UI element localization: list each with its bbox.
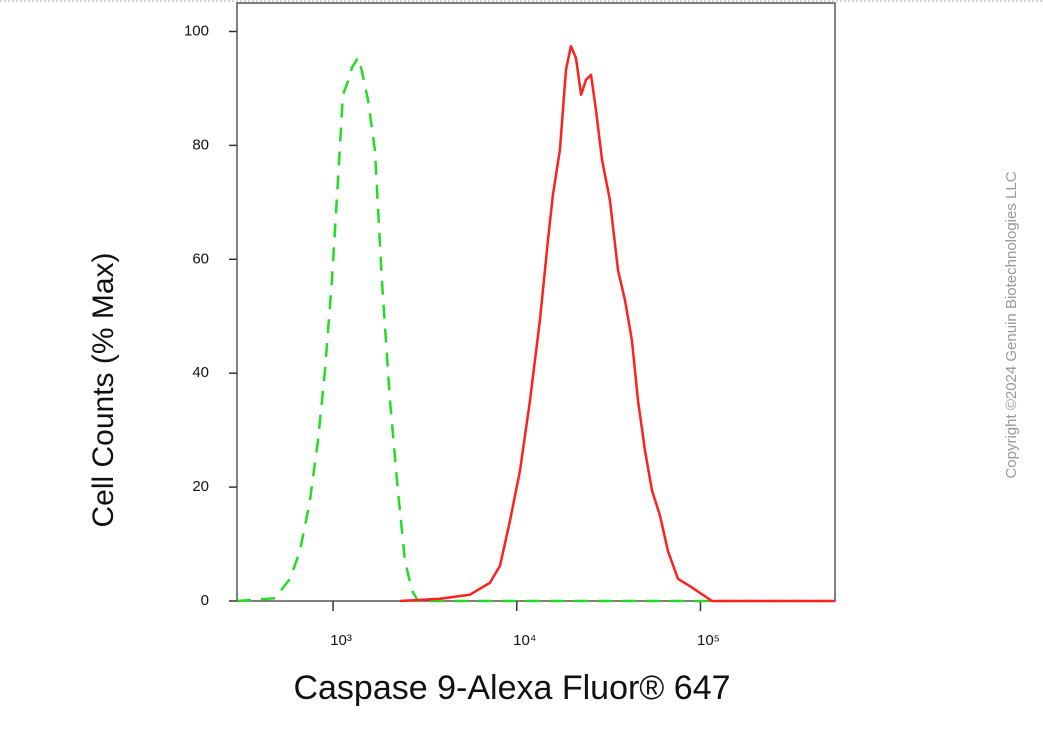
y-tick-label: 100	[184, 22, 209, 39]
y-tick-label: 60	[192, 250, 209, 267]
series-line	[399, 45, 835, 603]
x-tick-label: 10³	[330, 632, 352, 649]
plot-frame	[236, 2, 836, 602]
x-tick-label: 10⁴	[513, 632, 536, 649]
y-tick-label: 40	[192, 364, 209, 381]
series-line	[236, 56, 835, 603]
x-axis-label: Caspase 9-Alexa Fluor® 647	[293, 669, 730, 707]
y-tick-label: 20	[192, 478, 209, 495]
y-tick-label: 80	[192, 136, 209, 153]
x-tick-label: 10⁵	[697, 632, 720, 649]
y-tick-label: 0	[201, 592, 209, 609]
y-axis-label: Cell Counts (% Max)	[87, 252, 120, 527]
copyright: Copyright ©2024 Genuin Biotechnologies L…	[1003, 171, 1020, 478]
